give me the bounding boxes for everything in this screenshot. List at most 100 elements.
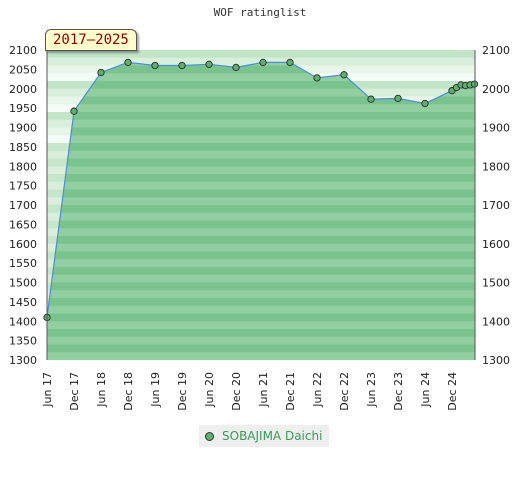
x-tick-label: Dec 21 [284,372,297,411]
y-axis-left-ticks: 1300 1350 1400 1450 1500 1550 1600 1650 1700 1750… [9,44,37,367]
chart-title: WOF ratinglist [214,6,307,19]
data-point [313,74,321,82]
area-band [47,243,475,252]
data-point [205,60,213,68]
area-band [47,197,475,206]
area-band [47,228,475,237]
area-band [47,143,475,152]
area-band [47,73,475,82]
x-tick-label: Jun 20 [203,372,216,408]
x-tick-label: Jun 23 [365,372,378,408]
data-point [124,58,132,67]
y-tick-label-right: 2000 [482,83,510,96]
y-tick-label: 1550 [9,257,37,270]
y-tick-label: 1850 [9,141,37,154]
area-band [47,212,475,221]
area-band [47,135,475,144]
data-point [151,61,159,70]
area-band [47,305,475,314]
area-band [47,251,475,260]
area-band [47,344,475,353]
data-point [232,63,240,72]
background-band [47,50,475,59]
data-point [97,68,105,77]
area-band [47,267,475,276]
area-band [47,205,475,214]
x-tick-label: Jun 21 [257,372,270,408]
y-tick-label: 1500 [9,277,37,290]
area-band [47,150,475,159]
period-label: 2017–2025 [45,29,137,51]
y-tick-label: 1450 [9,296,37,309]
area-band [47,236,475,245]
y-tick-label-right: 1400 [482,315,510,328]
legend: SOBAJIMA Daichi [199,425,330,447]
data-point [340,71,348,79]
y-tick-label-right: 1900 [482,122,510,135]
area-band [47,88,475,97]
data-point [259,58,267,67]
x-tick-label: Jun 24 [419,372,432,408]
area-band [47,282,475,291]
x-tick-label: Jun 22 [311,372,324,408]
area-band [47,119,475,128]
data-point [421,99,429,108]
y-tick-label: 1600 [9,238,37,251]
area-band [47,81,475,90]
x-tick-label: Dec 22 [338,372,351,411]
y-tick-label: 1950 [9,102,37,115]
x-tick-label: Dec 23 [392,372,405,411]
area-band [47,259,475,268]
y-tick-label-right: 1700 [482,199,510,212]
y-tick-label-right: 1800 [482,160,510,173]
x-tick-label: Dec 24 [446,372,459,411]
y-tick-label: 2100 [9,44,37,57]
area-band [47,274,475,283]
y-tick-label-right: 1600 [482,238,510,251]
area-band [47,181,475,190]
y-tick-label: 1400 [9,315,37,328]
area-band [47,298,475,307]
legend-marker-icon [205,431,214,441]
y-tick-label: 2000 [9,83,37,96]
area-band [47,352,475,361]
y-tick-label-right: 1300 [482,354,510,367]
y-tick-label: 1350 [9,335,37,348]
data-point [70,107,78,115]
x-tick-label: Dec 20 [230,372,243,411]
y-tick-label: 2050 [9,63,37,76]
y-tick-label-right: 2100 [482,44,510,57]
y-tick-label: 1300 [9,354,37,367]
data-point [367,95,375,103]
x-tick-label: Jun 19 [149,372,162,408]
area-band [47,220,475,229]
area-band [47,65,475,74]
y-tick-label: 1800 [9,160,37,173]
legend-series-name: SOBAJIMA Daichi [222,429,323,443]
data-point [286,58,294,67]
y-tick-label-right: 1500 [482,277,510,290]
area-band [47,290,475,299]
area-band [47,336,475,345]
y-axis-right-ticks: 1300 1400 1500 1600 1700 1800 1900 2000 2100 [482,44,510,367]
x-tick-label: Dec 17 [68,372,81,411]
area-band [47,189,475,198]
x-tick-label: Dec 18 [122,372,135,411]
x-tick-label: Dec 19 [176,372,189,411]
area-band [47,96,475,105]
y-tick-label: 1750 [9,180,37,193]
axes [46,50,476,360]
area-band [47,158,475,167]
area-band [47,112,475,121]
area-band [47,174,475,183]
y-tick-label: 1650 [9,218,37,231]
x-tick-label: Jun 18 [95,372,108,408]
x-axis-ticks: Jun 17 Dec 17 Jun 18 Dec 18 Jun 19 Dec 19 Jun … [41,372,459,411]
data-point [178,61,186,70]
data-point [394,94,402,103]
y-tick-label: 1900 [9,122,37,135]
area-band [47,166,475,175]
x-tick-label: Jun 17 [41,372,54,408]
area-band [47,313,475,322]
